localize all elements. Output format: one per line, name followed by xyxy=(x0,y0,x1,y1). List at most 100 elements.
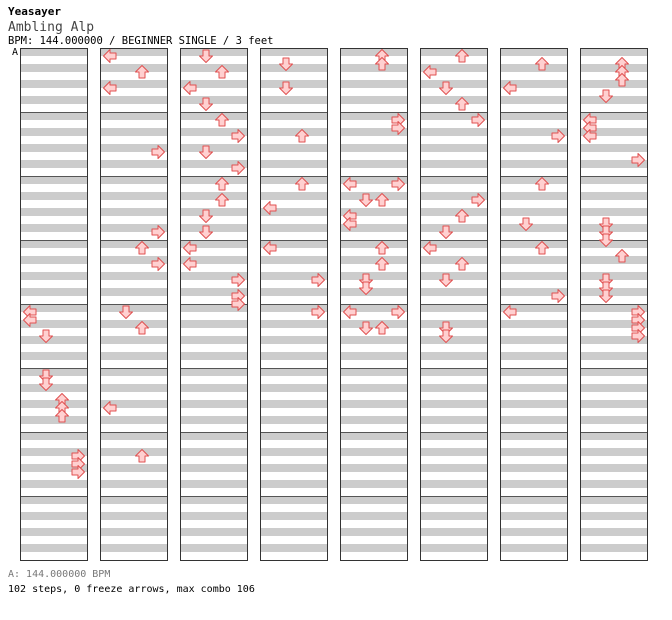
chart-column xyxy=(180,48,248,561)
beat-band xyxy=(580,512,648,520)
beat-band xyxy=(260,192,328,200)
arrow-right-icon xyxy=(391,305,405,319)
arrow-down-icon xyxy=(439,225,453,239)
beat-band xyxy=(420,320,488,328)
beat-band xyxy=(180,304,248,312)
arrow-down-icon xyxy=(439,273,453,287)
arrow-down-icon xyxy=(39,377,53,391)
beat-band xyxy=(20,496,88,504)
beat-band xyxy=(580,224,648,232)
beat-band xyxy=(180,224,248,232)
beat-band xyxy=(260,400,328,408)
footer-stats: 102 steps, 0 freeze arrows, max combo 10… xyxy=(8,584,255,595)
beat-band xyxy=(180,288,248,296)
beat-band xyxy=(180,416,248,424)
beat-band xyxy=(580,48,648,56)
beat-band xyxy=(100,288,168,296)
arrow-left-icon xyxy=(343,177,357,191)
beat-band xyxy=(580,400,648,408)
arrow-right-icon xyxy=(71,465,85,479)
beat-band xyxy=(100,368,168,376)
footer-bpm: A: 144.000000 BPM xyxy=(8,569,111,580)
beat-band xyxy=(500,112,568,120)
arrow-left-icon xyxy=(263,201,277,215)
beat-band xyxy=(340,240,408,248)
beat-band xyxy=(500,208,568,216)
beat-band xyxy=(580,128,648,136)
beat-band xyxy=(420,464,488,472)
beat-band xyxy=(340,160,408,168)
beat-band xyxy=(180,256,248,264)
arrow-down-icon xyxy=(599,217,613,231)
column-border xyxy=(260,48,328,561)
column-border xyxy=(340,48,408,561)
beat-band xyxy=(260,80,328,88)
beat-band xyxy=(420,400,488,408)
beat-band xyxy=(260,256,328,264)
beat-band xyxy=(500,256,568,264)
beat-band xyxy=(340,384,408,392)
beat-band xyxy=(100,336,168,344)
beat-band xyxy=(100,528,168,536)
arrow-up-icon xyxy=(535,57,549,71)
beat-band xyxy=(260,496,328,504)
arrow-right-icon xyxy=(551,129,565,143)
arrow-up-icon xyxy=(135,321,149,335)
beat-band xyxy=(180,464,248,472)
arrow-down-icon xyxy=(279,81,293,95)
beat-band xyxy=(260,544,328,552)
beat-band xyxy=(180,528,248,536)
beat-band xyxy=(340,64,408,72)
beat-band xyxy=(100,128,168,136)
beat-band xyxy=(20,80,88,88)
beat-band xyxy=(500,144,568,152)
beat-band xyxy=(100,192,168,200)
beat-band xyxy=(100,80,168,88)
beat-band xyxy=(340,448,408,456)
beat-band xyxy=(20,48,88,56)
beat-band xyxy=(260,128,328,136)
beat-band xyxy=(420,112,488,120)
beat-band xyxy=(20,256,88,264)
arrow-right-icon xyxy=(231,161,245,175)
beat-band xyxy=(420,48,488,56)
arrow-up-icon xyxy=(535,177,549,191)
beat-band xyxy=(500,80,568,88)
beat-band xyxy=(580,336,648,344)
beat-band xyxy=(580,384,648,392)
beat-band xyxy=(500,432,568,440)
beat-band xyxy=(260,368,328,376)
beat-band xyxy=(100,400,168,408)
beat-band xyxy=(500,336,568,344)
chart-column xyxy=(420,48,488,561)
beat-band xyxy=(340,496,408,504)
beat-band xyxy=(340,432,408,440)
beat-band xyxy=(20,528,88,536)
beat-band xyxy=(260,528,328,536)
beat-band xyxy=(580,544,648,552)
arrow-up-icon xyxy=(375,57,389,71)
beat-band xyxy=(180,240,248,248)
beat-band xyxy=(580,64,648,72)
beat-band xyxy=(500,512,568,520)
beat-band xyxy=(420,128,488,136)
beat-band xyxy=(420,496,488,504)
arrow-down-icon xyxy=(519,217,533,231)
beat-band xyxy=(20,416,88,424)
beat-band xyxy=(260,352,328,360)
beat-band xyxy=(420,368,488,376)
beat-band xyxy=(20,352,88,360)
beat-band xyxy=(340,128,408,136)
beat-band xyxy=(20,128,88,136)
beat-band xyxy=(20,368,88,376)
arrow-down-icon xyxy=(279,57,293,71)
arrow-up-icon xyxy=(295,177,309,191)
beat-band xyxy=(340,192,408,200)
beat-band xyxy=(500,320,568,328)
beat-band xyxy=(260,416,328,424)
beat-band xyxy=(340,416,408,424)
beat-band xyxy=(500,176,568,184)
beat-band xyxy=(20,512,88,520)
column-border xyxy=(500,48,568,561)
beat-band xyxy=(180,512,248,520)
